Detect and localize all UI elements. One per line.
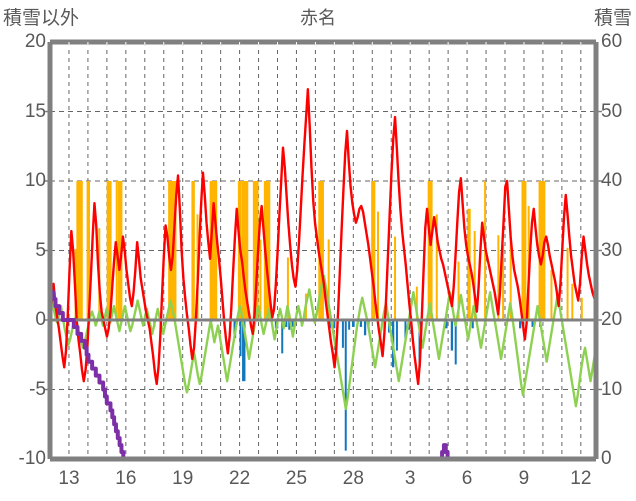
x-tick-9: 12 [570,468,592,489]
y-tick-left-3: 5 [35,239,46,261]
y-tick-right-4: 20 [601,309,623,330]
page-title: 赤名 [300,8,336,28]
blue-bars-bar [284,320,288,327]
blue-bars-bar [291,320,294,327]
orange-bars-bar [457,261,460,320]
blue-bars-bar [444,320,448,329]
y-tick-left-1: 15 [24,100,46,122]
orange-bars-bar [566,247,569,320]
orange-bars-bar [415,286,418,320]
blue-bars-bar [239,320,242,357]
y-tick-right-2: 40 [601,170,623,191]
orange-bars-bar [106,181,112,320]
right-axis-title: 積雪 [593,8,632,29]
orange-bars-bar [86,181,91,320]
y-tick-right-3: 30 [601,239,623,261]
x-tick-4: 25 [285,468,308,489]
orange-bars-bar [376,211,379,320]
x-tick-0: 13 [58,468,80,489]
blue-bars-bar [519,320,522,329]
orange-bars-bar [263,181,271,320]
orange-bars-bar [502,244,505,320]
orange-bars-bar [209,181,218,320]
orange-bars-bar [580,297,583,320]
x-tick-1: 16 [115,468,137,489]
red-line [48,88,598,386]
orange-bars-bar [252,181,259,320]
orange-bars-bar [435,214,438,320]
orange-bars-bar [550,269,553,320]
orange-bars-bar [571,283,574,320]
orange-bars-bar [191,181,195,320]
blue-bars-bar [348,320,351,330]
y-tick-left-2: 10 [24,170,46,191]
orange-bars-bar [427,181,433,320]
blue-bars-bar [404,320,407,340]
blue-bars-bar [363,320,367,336]
y-tick-right-0: 60 [601,31,623,52]
blue-bars-bar [395,320,398,351]
orange-bars-bar [318,181,324,320]
y-tick-right-1: 50 [601,100,623,122]
x-tick-3: 22 [229,468,251,489]
orange-bars-bar [497,235,500,320]
blue-bars-bar [408,320,411,330]
orange-bars-bar [538,181,546,320]
orange-bars-bar [327,239,330,320]
blue-bars-bar [344,320,347,451]
left-axis-title: 積雪以外 [3,8,80,29]
orange-bars-bar [371,181,376,320]
y-tick-left-6: -10 [18,448,46,469]
y-tick-left-0: 20 [24,31,46,52]
x-tick-2: 19 [172,468,194,489]
y-tick-right-5: 10 [601,378,623,400]
blue-bars-bar [359,320,363,327]
orange-bars-bar [521,181,527,320]
orange-bars-bar [473,231,476,320]
blue-bars-bar [242,320,246,382]
orange-bars-bar [117,181,123,320]
blue-bars-bar [471,320,474,329]
orange-bars-bar [509,231,512,320]
orange-bars-bar [76,181,83,320]
x-tick-8: 9 [518,468,530,489]
x-tick-7: 6 [461,468,473,489]
x-tick-6: 3 [404,468,416,489]
blue-bars-bar [333,320,336,329]
orange-bars-bar [241,181,249,320]
blue-bars-bar [352,320,355,327]
blue-bars-bar [288,320,291,330]
orange-bars-bar [286,257,289,320]
y-tick-right-6: 0 [601,448,612,469]
orange-bars-bar [259,239,262,320]
y-tick-left-4: 0 [35,309,46,330]
blue-bars-bar [450,320,454,351]
orange-bars-bar [394,236,397,320]
blue-bars-bar [341,320,344,348]
y-tick-left-5: -5 [29,378,46,400]
blue-bars-bar [281,320,284,354]
x-tick-5: 28 [342,468,364,489]
blue-bars-bar [531,320,534,327]
blue-bars-bar [454,320,457,365]
